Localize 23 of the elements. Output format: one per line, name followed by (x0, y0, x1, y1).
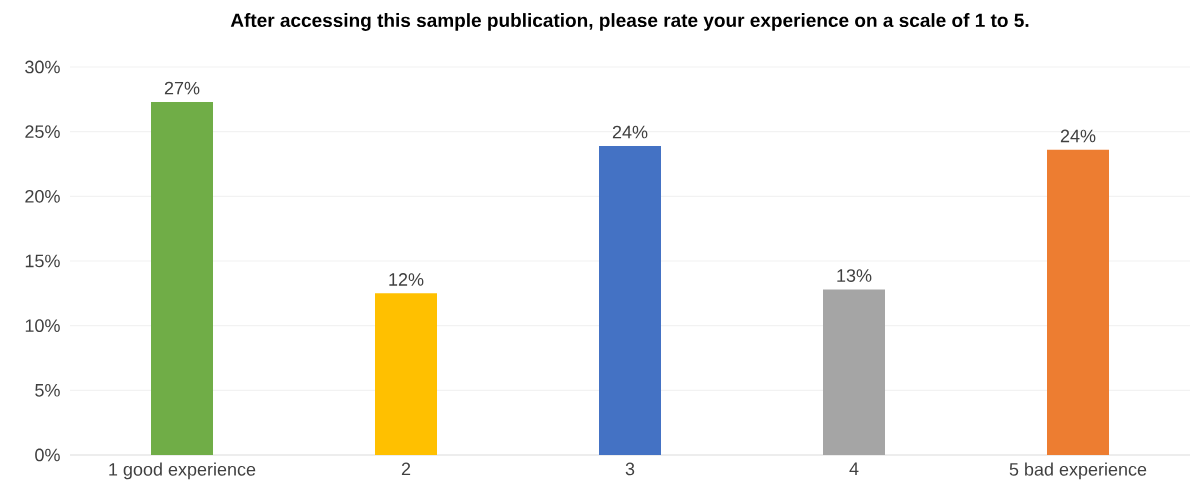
bar (599, 145, 661, 455)
x-tick-label: 2 (401, 462, 411, 476)
bar (823, 289, 886, 455)
x-tick-label: 5 bad experience (1009, 462, 1147, 480)
data-label: 12% (389, 273, 424, 286)
bar (1047, 149, 1109, 455)
x-tick-label: 1 good experience (109, 462, 256, 480)
y-tick-label: 10% (25, 319, 60, 333)
data-label: 13% (837, 269, 872, 282)
y-tick-label: 25% (25, 125, 60, 139)
x-tick-label: 4 (849, 462, 859, 475)
data-label: 24% (612, 125, 648, 139)
chart-title: After accessing this sample publication, please rate your experience on a scale of 1 to 5. (230, 13, 1029, 31)
data-label: 24% (1060, 129, 1096, 143)
data-label: 27% (164, 81, 200, 95)
y-tick-label: 5% (35, 383, 60, 397)
y-tick-label: 15% (25, 254, 60, 268)
y-tick-label: 20% (25, 189, 60, 203)
y-tick-label: 30% (25, 60, 60, 74)
y-tick-label: 0% (35, 448, 60, 462)
bar (375, 293, 437, 455)
bar (151, 101, 213, 455)
x-tick-label: 3 (625, 462, 635, 476)
